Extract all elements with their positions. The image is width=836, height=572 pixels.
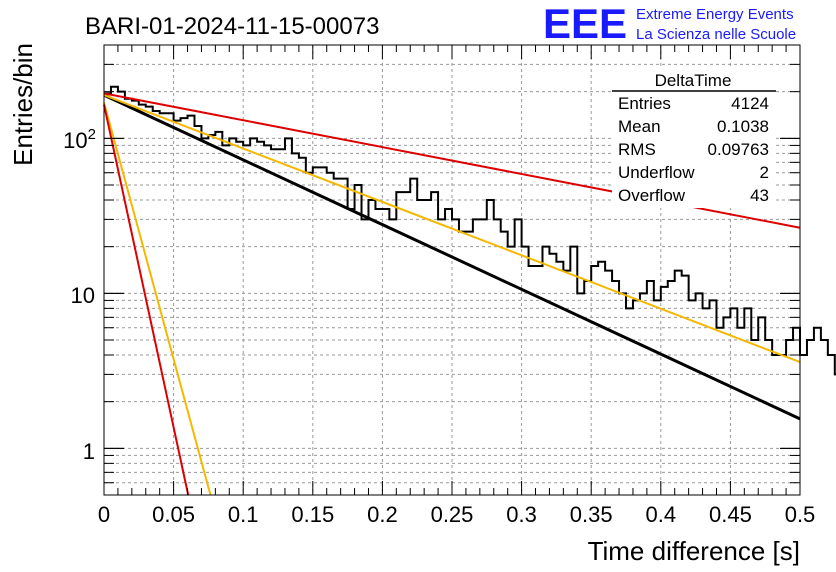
stats-value-entries: 4124 xyxy=(731,94,769,113)
stats-label-underflow: Underflow xyxy=(618,163,695,182)
x-tick-label: 0.05 xyxy=(152,502,195,527)
stats-title: DeltaTime xyxy=(655,71,732,90)
x-axis-label: Time difference [s] xyxy=(588,536,800,566)
y-tick-label-10: 10 xyxy=(71,283,95,308)
stats-value-overflow: 43 xyxy=(750,186,769,205)
x-tick-label: 0 xyxy=(98,502,110,527)
eee-logo: EEE xyxy=(543,0,627,47)
x-tick-label: 0.4 xyxy=(646,502,677,527)
logo-line-1: Extreme Energy Events xyxy=(636,6,794,23)
y-tick-label-100: 102 xyxy=(63,126,96,153)
fit-curve-0 xyxy=(103,93,801,421)
x-tick-label: 0.45 xyxy=(709,502,752,527)
fit-curve-1 xyxy=(103,94,801,364)
stats-value-underflow: 2 xyxy=(760,163,769,182)
histogram-steps xyxy=(104,85,836,376)
stats-value-rms: 0.09763 xyxy=(708,140,769,159)
x-tick-label: 0.3 xyxy=(506,502,537,527)
y-axis-label: Entries/bin xyxy=(8,43,38,166)
fit-curve-4 xyxy=(103,104,190,496)
fit-curve-2 xyxy=(103,102,212,496)
logo-line-2: La Scienza nelle Scuole xyxy=(636,26,796,43)
stats-label-entries: Entries xyxy=(618,94,671,113)
x-tick-label: 0.1 xyxy=(228,502,259,527)
x-tick-label: 0.35 xyxy=(570,502,613,527)
x-tick-label: 0.2 xyxy=(367,502,398,527)
stats-box: DeltaTime Entries 4124 Mean 0.1038 RMS 0… xyxy=(612,68,776,208)
chart-title: BARI-01-2024-11-15-00073 xyxy=(85,13,379,40)
stats-label-overflow: Overflow xyxy=(618,186,686,205)
grid-lines xyxy=(104,45,800,495)
y-tick-label-1: 1 xyxy=(83,439,95,464)
x-tick-labels: 0 0.05 0.1 0.15 0.2 0.25 0.3 0.35 0.4 0.45 0.5 xyxy=(98,502,815,527)
histogram xyxy=(104,85,836,376)
axis-ticks xyxy=(103,45,801,495)
stats-value-mean: 0.1038 xyxy=(717,117,769,136)
stats-label-mean: Mean xyxy=(618,117,661,136)
stats-label-rms: RMS xyxy=(618,140,656,159)
x-tick-label: 0.5 xyxy=(785,502,816,527)
x-tick-label: 0.25 xyxy=(431,502,474,527)
x-tick-label: 0.15 xyxy=(291,502,334,527)
